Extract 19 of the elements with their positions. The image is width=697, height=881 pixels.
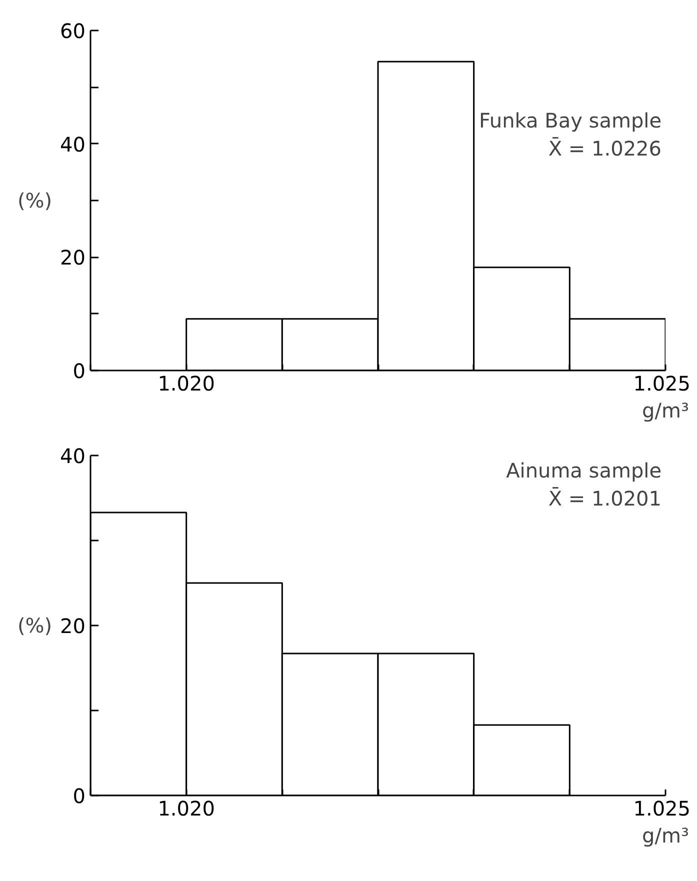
x-tick-label: 1.025 bbox=[633, 372, 691, 396]
x-axis-title: g/m³ bbox=[642, 398, 689, 422]
annotation: Funka Bay sample bbox=[479, 108, 662, 132]
x-axis-title: g/m³ bbox=[642, 824, 689, 848]
y-tick-label: 40 bbox=[60, 444, 86, 468]
y-axis-title: (%) bbox=[17, 188, 52, 212]
x-tick-label: 1.020 bbox=[158, 796, 215, 820]
y-tick-label: 40 bbox=[60, 132, 86, 156]
annotation: X̄ = 1.0201 bbox=[548, 486, 662, 511]
annotation: X̄ = 1.0226 bbox=[548, 136, 662, 160]
annotation: Ainuma sample bbox=[506, 458, 662, 483]
y-axis-title: (%) bbox=[17, 614, 52, 638]
y-tick-label: 0 bbox=[72, 359, 86, 383]
y-tick-label: 20 bbox=[60, 246, 86, 270]
y-tick-label: 60 bbox=[60, 19, 86, 43]
y-tick-label: 20 bbox=[60, 614, 86, 638]
x-tick-label: 1.025 bbox=[633, 796, 691, 820]
y-tick-label: 0 bbox=[72, 784, 86, 808]
x-tick-label: 1.020 bbox=[158, 372, 215, 396]
